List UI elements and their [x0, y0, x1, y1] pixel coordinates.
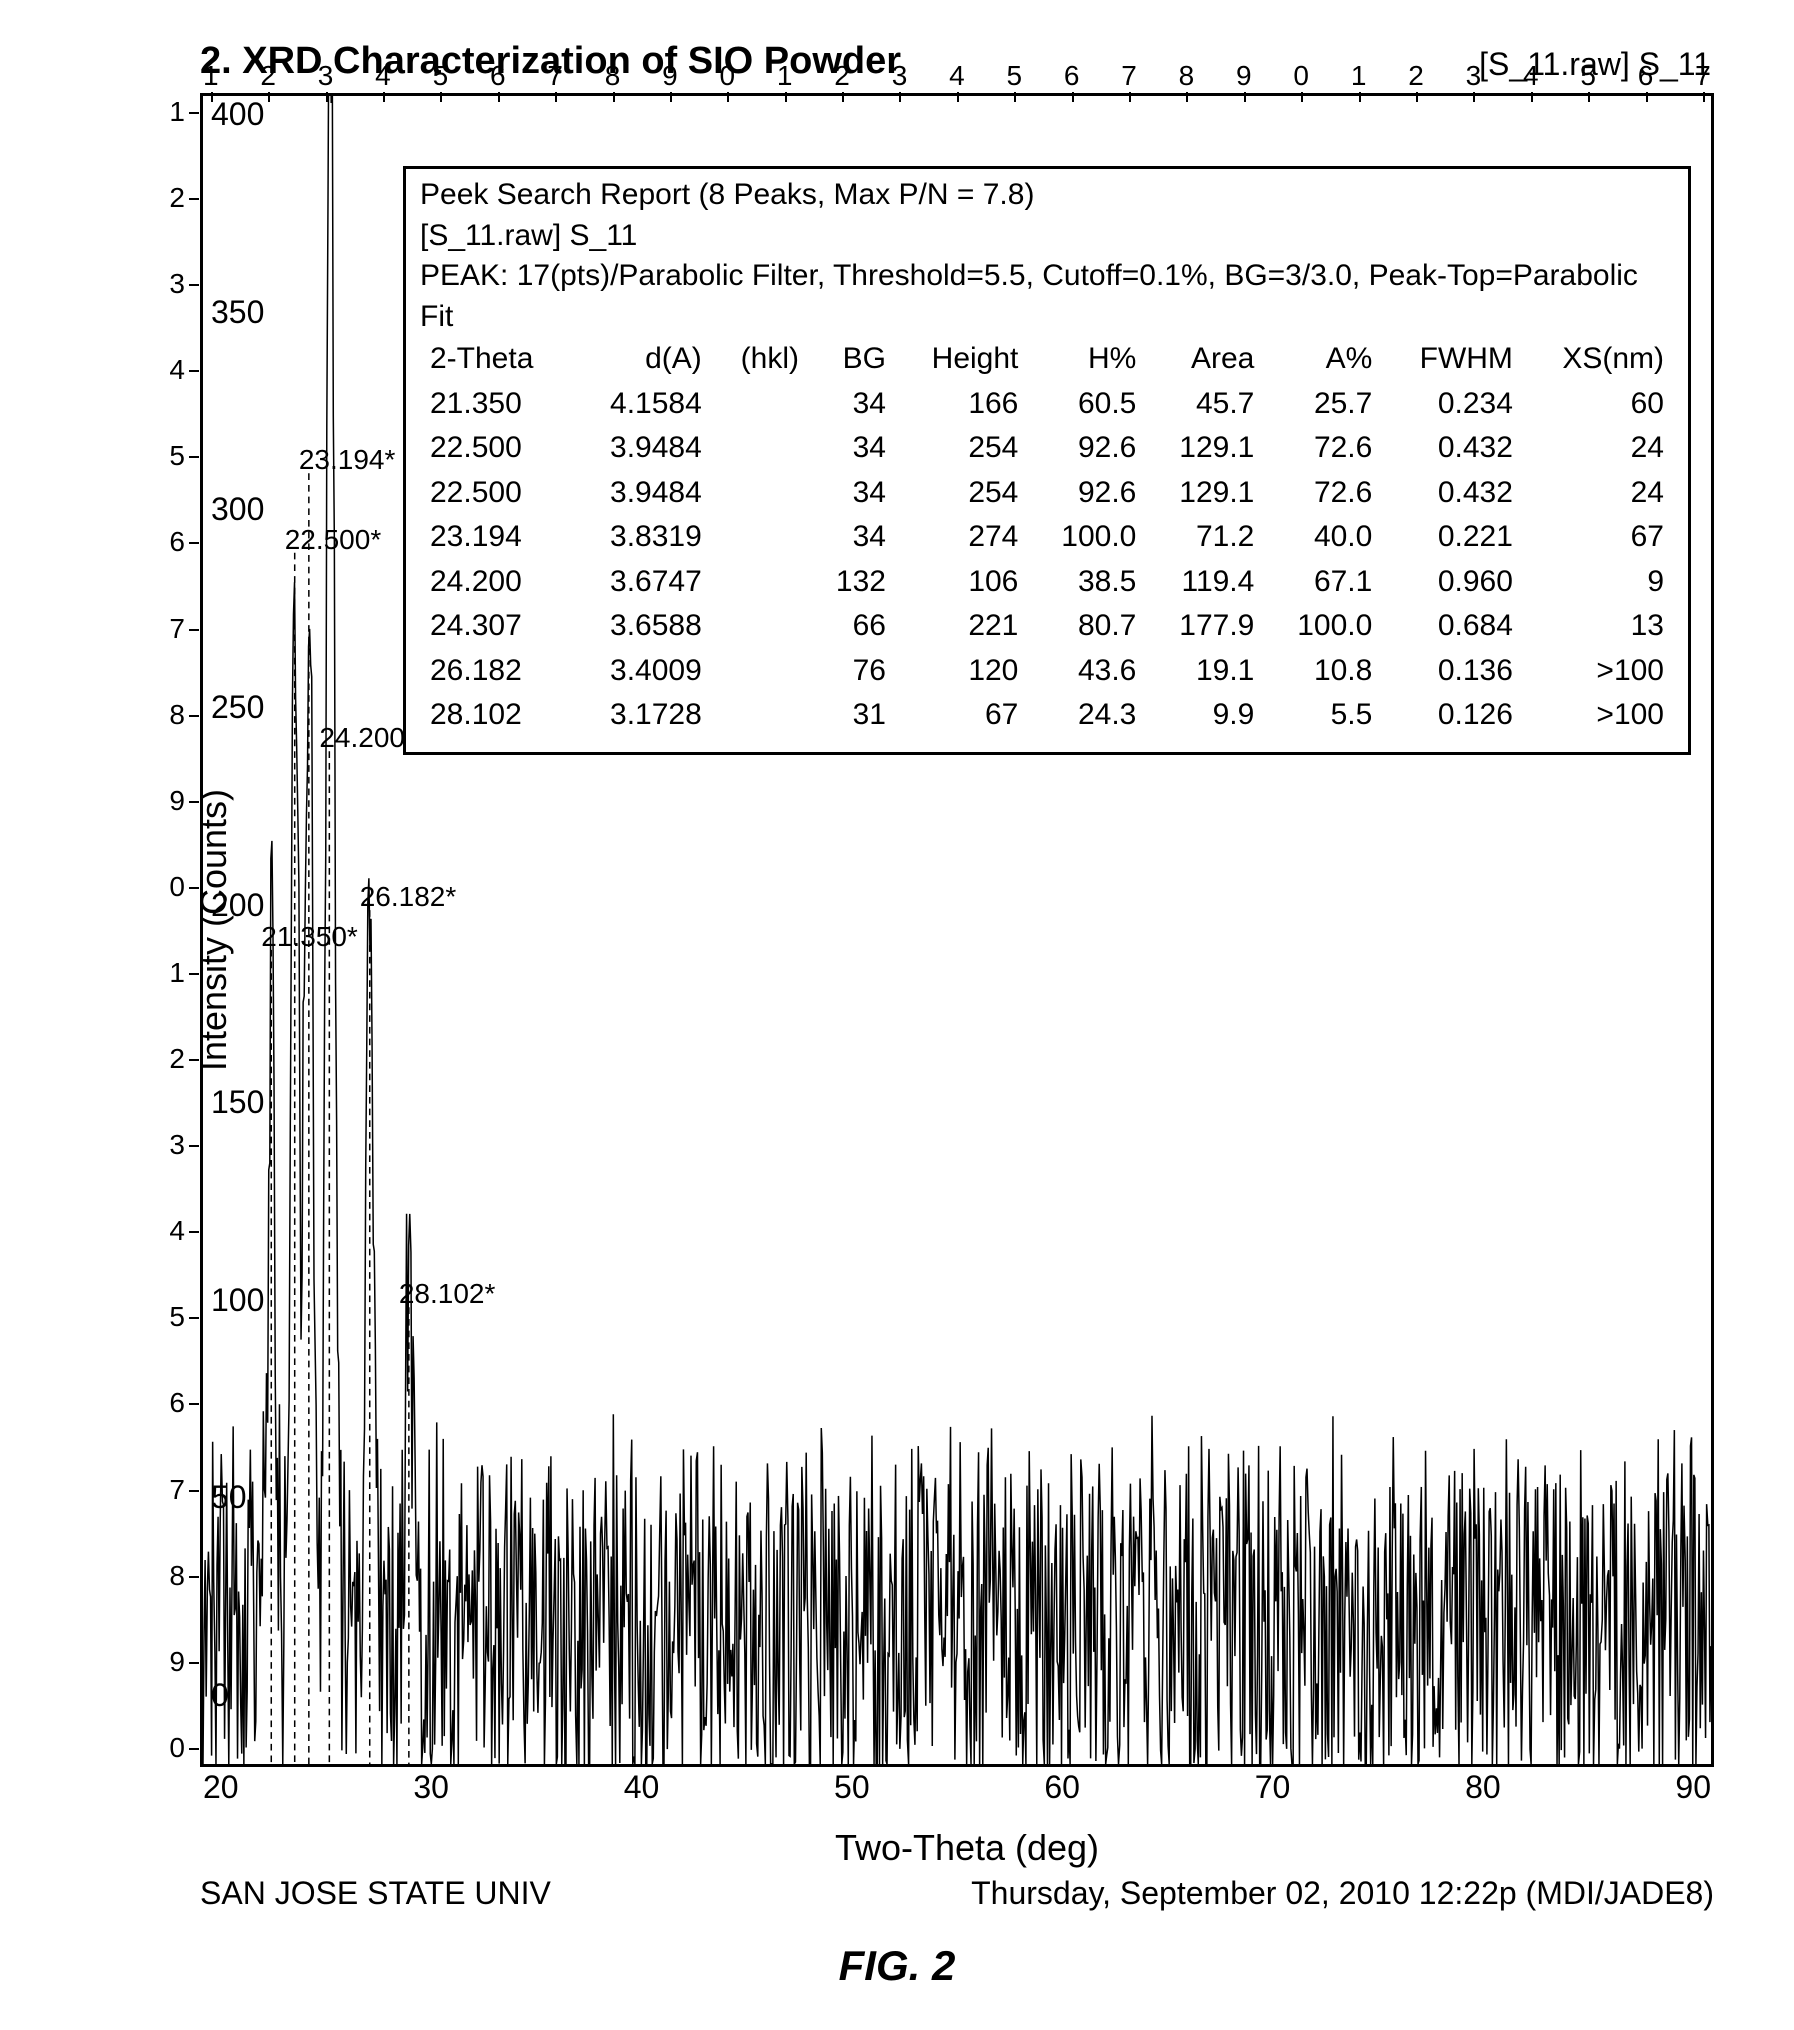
table-row: 24.2003.674713210638.5119.467.10.9609: [420, 560, 1674, 605]
peak-report-box: Peek Search Report (8 Peaks, Max P/N = 7…: [403, 166, 1691, 755]
figure-footer: SAN JOSE STATE UNIV Thursday, September …: [200, 1875, 1714, 1912]
plot-frame: [S_11.raw] S_11 123456789012345678901234…: [200, 93, 1714, 1767]
footer-right: Thursday, September 02, 2010 12:22p (MDI…: [971, 1875, 1714, 1912]
x-axis-label: Two-Theta (deg): [200, 1827, 1734, 1869]
top-ruler: 123456789012345678901234567: [203, 46, 1711, 92]
report-title: Peek Search Report (8 Peaks, Max P/N = 7…: [420, 175, 1674, 216]
report-subtitle: [S_11.raw] S_11: [420, 216, 1674, 257]
left-ruler: 12345678901234567890: [143, 96, 199, 1764]
peak-label: 24.200*: [319, 722, 416, 754]
figure-caption: FIG. 2: [60, 1942, 1734, 1990]
peak-label: 26.182*: [360, 881, 457, 913]
peak-label: 22.500*: [285, 524, 382, 556]
table-row: 28.1023.1728316724.39.95.50.126>100: [420, 693, 1674, 738]
report-params: PEAK: 17(pts)/Parabolic Filter, Threshol…: [420, 256, 1674, 337]
table-row: 22.5003.94843425492.6129.172.60.43224: [420, 471, 1674, 516]
peak-label: 28.102*: [399, 1278, 496, 1310]
table-row: 21.3504.15843416660.545.725.70.23460: [420, 382, 1674, 427]
footer-left: SAN JOSE STATE UNIV: [200, 1875, 551, 1912]
peak-table: 2-Thetad(A)(hkl)BGHeightH%AreaA%FWHMXS(n…: [420, 337, 1674, 738]
table-row: 22.5003.94843425492.6129.172.60.43224: [420, 426, 1674, 471]
table-row: 24.3073.65886622180.7177.9100.00.68413: [420, 604, 1674, 649]
peak-label: 21.350*: [261, 921, 358, 953]
peak-label: 23.194*: [299, 444, 396, 476]
table-row: 23.1943.831934274100.071.240.00.22167: [420, 515, 1674, 560]
table-row: 26.1823.40097612043.619.110.80.136>100: [420, 649, 1674, 694]
x-tick-labels: 2030405060708090: [203, 1769, 1711, 1806]
xrd-figure: 2. XRD Characterization of SIO Powder [S…: [60, 40, 1734, 1990]
